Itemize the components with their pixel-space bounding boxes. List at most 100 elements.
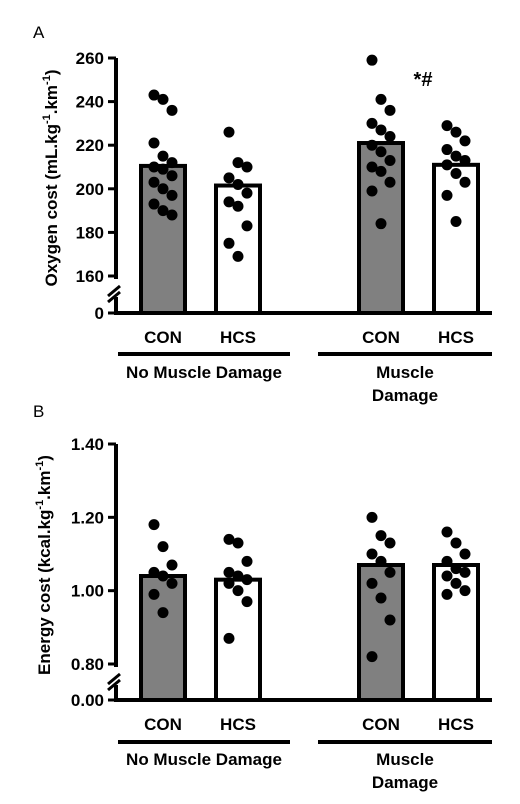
category-label: CON [144, 328, 182, 347]
data-point [157, 163, 169, 175]
data-point [450, 577, 462, 589]
data-point [241, 187, 253, 199]
data-point [241, 596, 253, 608]
data-point [157, 541, 169, 553]
data-point [148, 89, 160, 101]
data-point [441, 588, 453, 600]
data-point [166, 577, 178, 589]
data-point [148, 161, 160, 173]
data-point [450, 126, 462, 138]
y-tick-label-zero: 0.00 [71, 691, 104, 710]
data-point [223, 566, 235, 578]
category-label: CON [362, 715, 400, 734]
data-point [148, 566, 160, 578]
data-point [366, 577, 378, 589]
data-point [384, 614, 396, 626]
y-tick-label: 260 [76, 49, 104, 68]
data-point [441, 526, 453, 538]
y-tick-label: 0.80 [71, 655, 104, 674]
panel-a-label: A [33, 23, 45, 42]
data-point [166, 189, 178, 201]
data-point [459, 585, 471, 597]
data-point [375, 124, 387, 136]
data-point [384, 104, 396, 116]
data-point [459, 154, 471, 166]
group-label: Muscle [376, 363, 434, 382]
category-label: HCS [438, 328, 474, 347]
data-point [166, 209, 178, 221]
data-point [166, 559, 178, 571]
y-tick-label: 200 [76, 180, 104, 199]
data-point [375, 555, 387, 567]
category-label: HCS [438, 715, 474, 734]
category-label: CON [144, 715, 182, 734]
category-label: HCS [220, 328, 256, 347]
data-point [232, 200, 244, 212]
data-point [450, 216, 462, 227]
axis-break-mark [107, 672, 121, 686]
data-point [384, 566, 396, 578]
data-point [232, 585, 244, 597]
panel-b-label: B [33, 402, 44, 421]
data-point [232, 537, 244, 549]
category-label: HCS [220, 715, 256, 734]
data-point [384, 130, 396, 142]
data-point [450, 150, 462, 162]
data-point [459, 548, 471, 560]
data-point [241, 574, 253, 586]
significance-annotation: *# [414, 69, 433, 91]
axis-break-mark [107, 284, 121, 298]
y-tick-label: 180 [76, 223, 104, 242]
data-point [148, 198, 160, 210]
data-point [441, 120, 453, 132]
bar [214, 577, 262, 703]
group-label: Muscle [376, 750, 434, 769]
data-point [366, 117, 378, 129]
data-point [441, 144, 453, 156]
data-point [459, 135, 471, 147]
data-point [366, 185, 378, 197]
group-label: No Muscle Damage [126, 750, 282, 769]
data-point [375, 146, 387, 158]
axis-break-mark [107, 290, 121, 304]
data-point [366, 54, 378, 66]
data-point [223, 172, 235, 184]
data-point [223, 126, 235, 138]
data-point [366, 161, 378, 173]
y-tick-label-zero: 0 [95, 304, 104, 323]
data-point [366, 139, 378, 151]
y-tick-label: 1.40 [71, 435, 104, 454]
data-point [241, 220, 253, 232]
data-point [223, 196, 235, 208]
data-point [375, 530, 387, 542]
data-point [459, 176, 471, 188]
data-point [375, 218, 387, 230]
data-point [223, 237, 235, 249]
data-point [375, 93, 387, 105]
data-point [148, 519, 160, 531]
data-point [157, 183, 169, 195]
data-point [441, 555, 453, 567]
data-point [166, 170, 178, 182]
data-point [157, 205, 169, 217]
data-point [223, 577, 235, 589]
data-point [223, 632, 235, 644]
bar [432, 162, 480, 315]
bar [357, 563, 405, 702]
y-tick-label: 220 [76, 136, 104, 155]
y-tick-label: 240 [76, 93, 104, 112]
data-point [157, 607, 169, 619]
data-point [148, 588, 160, 600]
data-point [232, 250, 244, 262]
data-point [166, 157, 178, 169]
data-point [232, 178, 244, 190]
data-point [157, 93, 169, 105]
data-point [441, 189, 453, 201]
y-tick-label: 160 [76, 267, 104, 286]
group-label: No Muscle Damage [126, 363, 282, 382]
data-point [148, 176, 160, 188]
data-point [441, 159, 453, 171]
data-point [232, 570, 244, 582]
data-point [157, 570, 169, 582]
